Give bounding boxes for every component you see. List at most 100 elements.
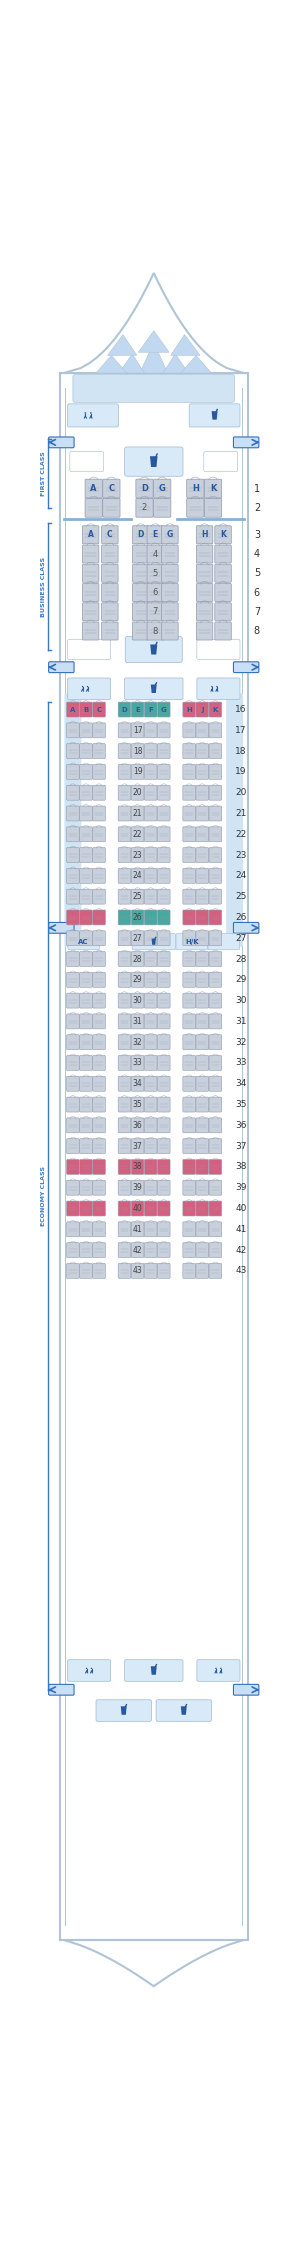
FancyBboxPatch shape: [118, 972, 131, 987]
Text: C: C: [107, 531, 113, 540]
FancyBboxPatch shape: [93, 765, 105, 780]
FancyBboxPatch shape: [158, 1118, 170, 1133]
FancyBboxPatch shape: [183, 722, 196, 738]
FancyBboxPatch shape: [93, 1098, 105, 1111]
FancyBboxPatch shape: [209, 1160, 222, 1174]
FancyBboxPatch shape: [80, 785, 92, 801]
Text: 35: 35: [235, 1100, 247, 1109]
FancyBboxPatch shape: [118, 1160, 131, 1174]
FancyBboxPatch shape: [196, 1118, 208, 1133]
Text: 7: 7: [153, 607, 158, 616]
FancyBboxPatch shape: [80, 951, 92, 967]
FancyBboxPatch shape: [93, 744, 105, 758]
Bar: [60, 373, 248, 1941]
FancyBboxPatch shape: [67, 765, 79, 780]
FancyBboxPatch shape: [209, 1055, 222, 1071]
Text: 28: 28: [133, 954, 142, 963]
FancyBboxPatch shape: [132, 526, 149, 544]
FancyBboxPatch shape: [197, 1660, 240, 1682]
Text: 29: 29: [133, 976, 142, 985]
FancyBboxPatch shape: [102, 544, 118, 562]
FancyBboxPatch shape: [183, 1055, 196, 1071]
FancyBboxPatch shape: [158, 765, 170, 780]
FancyBboxPatch shape: [144, 1138, 157, 1154]
FancyBboxPatch shape: [215, 564, 231, 582]
FancyBboxPatch shape: [132, 623, 149, 641]
FancyBboxPatch shape: [196, 1221, 208, 1237]
FancyBboxPatch shape: [93, 911, 105, 924]
FancyBboxPatch shape: [118, 848, 131, 864]
FancyBboxPatch shape: [209, 744, 222, 758]
Text: 41: 41: [235, 1226, 246, 1235]
FancyBboxPatch shape: [158, 1264, 170, 1277]
FancyBboxPatch shape: [144, 931, 157, 947]
Text: 21: 21: [235, 810, 246, 819]
FancyBboxPatch shape: [144, 1181, 157, 1194]
FancyBboxPatch shape: [67, 1014, 79, 1028]
FancyBboxPatch shape: [196, 722, 208, 738]
FancyBboxPatch shape: [67, 805, 79, 821]
FancyBboxPatch shape: [93, 1014, 105, 1028]
FancyBboxPatch shape: [67, 1181, 79, 1194]
FancyBboxPatch shape: [144, 1221, 157, 1237]
FancyBboxPatch shape: [124, 1660, 183, 1682]
FancyBboxPatch shape: [183, 951, 196, 967]
FancyBboxPatch shape: [209, 1035, 222, 1050]
Text: BUSINESS CLASS: BUSINESS CLASS: [41, 558, 46, 616]
FancyBboxPatch shape: [67, 848, 79, 864]
FancyBboxPatch shape: [144, 994, 157, 1008]
FancyBboxPatch shape: [93, 722, 105, 738]
FancyBboxPatch shape: [67, 951, 79, 967]
FancyBboxPatch shape: [103, 479, 120, 497]
Polygon shape: [181, 1707, 187, 1714]
FancyBboxPatch shape: [93, 972, 105, 987]
Text: 36: 36: [235, 1120, 247, 1129]
FancyBboxPatch shape: [144, 1077, 157, 1091]
FancyBboxPatch shape: [144, 1201, 157, 1217]
FancyBboxPatch shape: [131, 1098, 144, 1111]
FancyBboxPatch shape: [158, 1221, 170, 1237]
FancyBboxPatch shape: [147, 623, 164, 641]
FancyBboxPatch shape: [196, 1264, 208, 1277]
FancyBboxPatch shape: [183, 888, 196, 904]
Polygon shape: [119, 353, 145, 373]
FancyBboxPatch shape: [93, 1264, 105, 1277]
FancyBboxPatch shape: [144, 1035, 157, 1050]
FancyBboxPatch shape: [144, 848, 157, 864]
FancyBboxPatch shape: [209, 722, 222, 738]
FancyBboxPatch shape: [102, 623, 118, 641]
FancyBboxPatch shape: [118, 1138, 131, 1154]
FancyBboxPatch shape: [67, 828, 79, 841]
FancyBboxPatch shape: [131, 931, 144, 947]
FancyBboxPatch shape: [196, 911, 208, 924]
FancyBboxPatch shape: [204, 452, 238, 472]
Polygon shape: [152, 938, 156, 945]
FancyBboxPatch shape: [196, 1055, 208, 1071]
FancyBboxPatch shape: [144, 951, 157, 967]
Polygon shape: [121, 1707, 127, 1714]
Text: G: G: [167, 531, 173, 540]
FancyBboxPatch shape: [209, 1014, 222, 1028]
Text: 24: 24: [235, 870, 246, 879]
Text: 3: 3: [254, 531, 260, 540]
FancyBboxPatch shape: [132, 603, 149, 621]
Text: H: H: [186, 706, 192, 713]
FancyBboxPatch shape: [131, 765, 144, 780]
FancyBboxPatch shape: [196, 744, 208, 758]
FancyBboxPatch shape: [70, 452, 104, 472]
FancyBboxPatch shape: [162, 623, 178, 641]
Text: F: F: [148, 706, 153, 713]
FancyBboxPatch shape: [183, 785, 196, 801]
FancyBboxPatch shape: [196, 828, 208, 841]
FancyBboxPatch shape: [196, 623, 213, 641]
Text: 34: 34: [133, 1080, 142, 1089]
FancyBboxPatch shape: [85, 479, 102, 497]
FancyBboxPatch shape: [131, 1055, 144, 1071]
FancyBboxPatch shape: [67, 911, 79, 924]
FancyBboxPatch shape: [196, 1035, 208, 1050]
FancyBboxPatch shape: [196, 564, 213, 582]
FancyBboxPatch shape: [67, 1077, 79, 1091]
FancyBboxPatch shape: [158, 951, 170, 967]
Text: 19: 19: [235, 767, 247, 776]
FancyBboxPatch shape: [158, 1181, 170, 1194]
